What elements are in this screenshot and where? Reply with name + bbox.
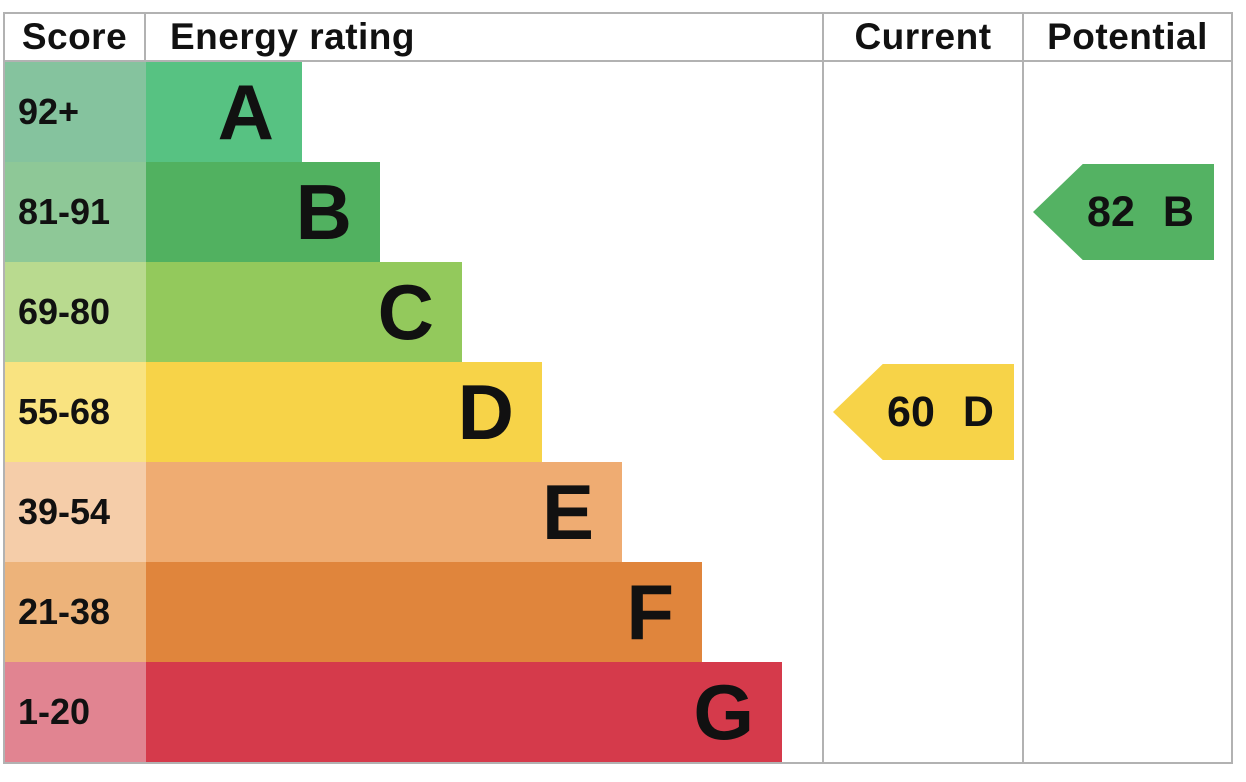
band-letter-f: F [626,568,674,656]
band-letter-a: A [217,68,274,156]
header-current: Current [822,14,1022,62]
band-bar-e: E [146,462,622,562]
band-row-c: 69-80 C [5,262,1231,362]
band-bar-c: C [146,262,462,362]
potential-band: B [1162,187,1194,236]
current-band: D [962,387,994,436]
score-range-g: 1-20 [5,662,146,762]
header-potential: Potential [1022,14,1231,62]
header-row: Score Energy rating Current Potential [5,14,1231,62]
score-range-c-label: 69-80 [18,291,111,332]
potential-rating-arrow: 82 B [1033,164,1214,260]
header-score: Score [5,14,146,62]
band-row-g: 1-20 G [5,662,1231,762]
header-potential-label: Potential [1047,16,1208,57]
current-rating-arrow: 60 D [833,364,1014,460]
score-range-d: 55-68 [5,362,146,462]
score-range-f-label: 21-38 [18,591,111,632]
band-row-a: 92+ A [5,62,1231,162]
header-energy-rating: Energy rating [146,14,822,62]
header-energy-rating-label: Energy rating [170,16,415,57]
score-range-b-label: 81-91 [18,191,111,232]
band-letter-e: E [541,468,594,556]
epc-table: Score Energy rating Current Potential 92… [3,12,1233,764]
band-letter-c: C [377,268,434,356]
score-range-c: 69-80 [5,262,146,362]
score-range-e: 39-54 [5,462,146,562]
band-letter-g: G [693,668,754,756]
potential-score: 82 [1087,187,1135,236]
score-range-a: 92+ [5,62,146,162]
band-row-b: 81-91 B 82 B [5,162,1231,262]
band-row-f: 21-38 F [5,562,1231,662]
score-range-a-label: 92+ [18,91,80,132]
header-current-label: Current [854,16,992,57]
current-score: 60 [887,387,935,436]
score-range-b: 81-91 [5,162,146,262]
band-bar-b: B [146,162,380,262]
band-bar-f: F [146,562,702,662]
band-letter-d: D [457,368,514,456]
header-score-label: Score [21,16,128,57]
band-bar-g: G [146,662,782,762]
score-range-e-label: 39-54 [18,491,111,532]
band-letter-b: B [295,168,352,256]
score-range-g-label: 1-20 [18,691,91,732]
band-bar-d: D [146,362,542,462]
band-row-e: 39-54 E [5,462,1231,562]
band-row-d: 55-68 D 60 D [5,362,1231,462]
score-range-d-label: 55-68 [18,391,111,432]
band-bar-a: A [146,62,302,162]
score-range-f: 21-38 [5,562,146,662]
